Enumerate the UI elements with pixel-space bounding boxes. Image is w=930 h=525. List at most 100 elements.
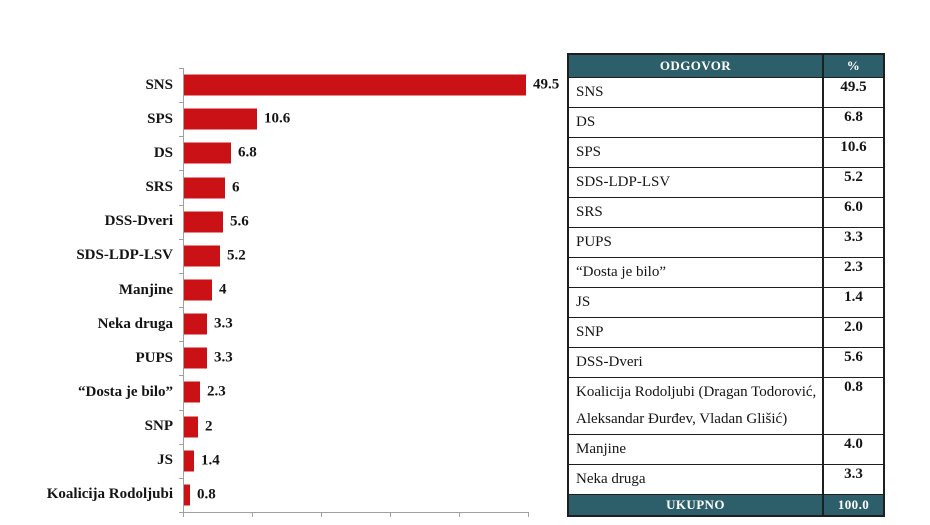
- table-cell-answer: DSS-Dveri: [567, 346, 824, 378]
- chart-rows: SNS 49.5 SPS 10.6 DS 6.8 SRS 6 DSS-Dveri 5.6 SDS-L…: [0, 68, 570, 512]
- chart-row: Neka druga 3.3: [0, 307, 570, 341]
- table-cell-answer: SRS: [567, 196, 824, 228]
- table-cell-percent: 6.0: [822, 196, 885, 228]
- chart-bar: [184, 313, 207, 335]
- chart-category-label: Neka druga: [97, 315, 173, 332]
- chart-category-label: Koalicija Rodoljubi: [46, 486, 173, 503]
- table-cell-percent: 49.5: [822, 76, 885, 108]
- table-header-odgovor: ODGOVOR: [567, 53, 824, 78]
- y-axis-tick: [179, 478, 183, 479]
- table-row: Koalicija Rodoljubi (Dragan Todorović, A…: [567, 376, 885, 435]
- y-axis-tick: [179, 68, 183, 69]
- table-row: Neka druga 3.3: [567, 463, 885, 495]
- table-cell-answer: Manjine: [567, 433, 824, 465]
- chart-bar: [184, 381, 200, 403]
- chart-value-label: 2.3: [207, 383, 226, 400]
- table-cell-percent: 3.3: [822, 226, 885, 258]
- chart-bar: [184, 211, 223, 233]
- chart-category-label: JS: [157, 452, 173, 469]
- x-axis-tick: [390, 512, 391, 517]
- chart-bar: [184, 347, 207, 369]
- x-axis-tick: [183, 512, 184, 517]
- chart-row: SNP 2: [0, 410, 570, 444]
- table-cell-answer: JS: [567, 286, 824, 318]
- table-cell-percent: 3.3: [822, 463, 885, 495]
- chart-value-label: 4: [219, 281, 227, 298]
- chart-row: SDS-LDP-LSV 5.2: [0, 239, 570, 273]
- chart-bar: [184, 484, 190, 506]
- x-axis-tick: [321, 512, 322, 517]
- table-cell-percent: 6.8: [822, 106, 885, 138]
- table-row: “Dosta je bilo” 2.3: [567, 256, 885, 288]
- chart-row: DS 6.8: [0, 136, 570, 170]
- chart-row: DSS-Dveri 5.6: [0, 205, 570, 239]
- chart-bar: [184, 279, 212, 301]
- y-axis-tick: [179, 239, 183, 240]
- y-axis-tick: [179, 205, 183, 206]
- table-footer-label: UKUPNO: [567, 493, 824, 517]
- y-axis-tick: [179, 512, 183, 513]
- y-axis-tick: [179, 341, 183, 342]
- table-cell-answer: Koalicija Rodoljubi (Dragan Todorović, A…: [567, 376, 824, 435]
- chart-category-label: SPS: [147, 110, 173, 127]
- table-cell-percent: 2.3: [822, 256, 885, 288]
- results-table: ODGOVOR % SNS 49.5 DS 6.8 SPS 10.6 SDS-LDP-LSV…: [567, 53, 885, 517]
- y-axis-tick: [179, 170, 183, 171]
- results-bar-chart: SNS 49.5 SPS 10.6 DS 6.8 SRS 6 DSS-Dveri 5.6 SDS-L…: [0, 68, 570, 512]
- table-cell-percent: 10.6: [822, 136, 885, 168]
- chart-category-label: Manjine: [118, 281, 173, 298]
- table-cell-answer: SNS: [567, 76, 824, 108]
- chart-bar: [184, 416, 198, 438]
- x-axis-tick: [252, 512, 253, 517]
- table-footer-row: UKUPNO 100.0: [567, 493, 885, 517]
- table-header-row: ODGOVOR %: [567, 53, 885, 78]
- y-axis-tick: [179, 444, 183, 445]
- chart-category-label: DSS-Dveri: [104, 213, 173, 230]
- chart-value-label: 49.5: [533, 76, 560, 93]
- x-axis-tick: [459, 512, 460, 517]
- chart-value-label: 10.6: [264, 110, 291, 127]
- table-row: SNP 2.0: [567, 316, 885, 348]
- chart-row: Manjine 4: [0, 273, 570, 307]
- table-cell-percent: 0.8: [822, 376, 885, 435]
- table-cell-answer: SNP: [567, 316, 824, 348]
- chart-value-label: 5.6: [230, 213, 249, 230]
- chart-row: Koalicija Rodoljubi 0.8: [0, 478, 570, 512]
- table-cell-percent: 5.6: [822, 346, 885, 378]
- table-header-percent: %: [822, 53, 885, 78]
- results-table-wrap: ODGOVOR % SNS 49.5 DS 6.8 SPS 10.6 SDS-LDP-LSV…: [567, 53, 885, 517]
- y-axis-tick: [179, 307, 183, 308]
- chart-bar: [184, 142, 231, 164]
- table-cell-percent: 2.0: [822, 316, 885, 348]
- y-axis: [183, 68, 184, 513]
- chart-value-label: 5.2: [227, 247, 246, 264]
- table-footer-total: 100.0: [822, 493, 885, 517]
- chart-category-label: SNP: [144, 418, 173, 435]
- chart-value-label: 0.8: [197, 486, 216, 503]
- table-cell-answer: PUPS: [567, 226, 824, 258]
- table-cell-percent: 5.2: [822, 166, 885, 198]
- chart-category-label: SDS-LDP-LSV: [76, 247, 173, 264]
- chart-bar: [184, 245, 220, 267]
- table-row: JS 1.4: [567, 286, 885, 318]
- chart-bar: [184, 450, 194, 472]
- table-body: SNS 49.5 DS 6.8 SPS 10.6 SDS-LDP-LSV 5.2 SRS 6.0 P…: [567, 76, 885, 495]
- chart-value-label: 6.8: [238, 144, 257, 161]
- table-row: SNS 49.5: [567, 76, 885, 108]
- y-axis-tick: [179, 375, 183, 376]
- chart-row: “Dosta je bilo” 2.3: [0, 375, 570, 409]
- chart-row: PUPS 3.3: [0, 341, 570, 375]
- table-row: DSS-Dveri 5.6: [567, 346, 885, 378]
- chart-value-label: 3.3: [214, 315, 233, 332]
- chart-row: SNS 49.5: [0, 68, 570, 102]
- table-cell-answer: DS: [567, 106, 824, 138]
- chart-bar: [184, 74, 526, 96]
- table-cell-answer: Neka druga: [567, 463, 824, 495]
- table-row: Manjine 4.0: [567, 433, 885, 465]
- chart-category-label: SRS: [145, 179, 173, 196]
- chart-row: SPS 10.6: [0, 102, 570, 136]
- table-cell-answer: SPS: [567, 136, 824, 168]
- y-axis-tick: [179, 410, 183, 411]
- chart-row: JS 1.4: [0, 444, 570, 478]
